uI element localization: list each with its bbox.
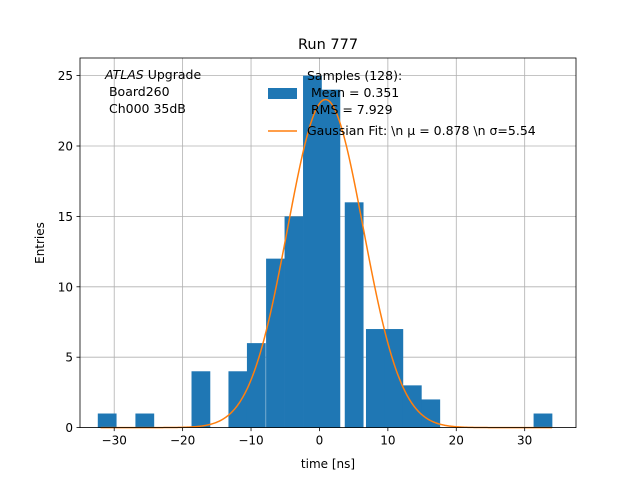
histogram-bar [365, 329, 385, 428]
histogram-bar [321, 89, 341, 428]
atlas-annotation: ATLAS Upgrade Board260 Ch000 35dB [104, 67, 201, 116]
x-tick-label: 30 [517, 434, 532, 448]
legend-samples-line: RMS = 7.929 [307, 102, 393, 117]
histogram-bar [421, 399, 441, 428]
atlas-label-upgrade: Upgrade [144, 67, 202, 82]
legend: Samples (128): Mean = 0.351 RMS = 7.929 … [268, 68, 536, 138]
legend-samples-line: Mean = 0.351 [307, 85, 399, 100]
histogram-bar [303, 75, 322, 428]
histogram-bar [97, 413, 117, 428]
histogram-bar [284, 216, 304, 428]
bars-layer [97, 75, 553, 428]
histogram-bar [266, 258, 285, 428]
y-tick-label: 25 [58, 69, 73, 83]
x-tick-label: 20 [449, 434, 464, 448]
y-tick-label: 5 [65, 351, 73, 365]
histogram-bar [384, 329, 404, 428]
y-tick-label: 15 [58, 210, 73, 224]
atlas-label-line2: Board260 [105, 84, 170, 99]
x-tick-label: −10 [238, 434, 263, 448]
x-tick-label: −20 [170, 434, 195, 448]
y-tick-label: 10 [58, 280, 73, 294]
ticks-layer: −30 −20 −10 0 10 20 30 0 5 10 15 20 25 [58, 69, 533, 448]
y-axis-label: Entries [33, 222, 47, 264]
histogram-bar [246, 343, 266, 428]
legend-label-fit: Gaussian Fit: \n μ = 0.878 \n σ=5.54 [307, 123, 536, 138]
chart-title: Run 777 [298, 37, 358, 53]
histogram-bar [228, 371, 248, 428]
plot-frame [79, 57, 577, 429]
legend-label-samples: Samples (128): Mean = 0.351 RMS = 7.929 [307, 68, 402, 117]
x-tick-label: −30 [102, 434, 127, 448]
histogram-bar [344, 202, 364, 428]
legend-swatch-samples [268, 88, 297, 99]
x-tick-label: 0 [316, 434, 324, 448]
y-tick-label: 0 [65, 421, 73, 435]
histogram-bar [135, 413, 155, 428]
y-tick-label: 20 [58, 140, 73, 154]
x-axis-label: time [ns] [301, 457, 355, 471]
x-tick-label: 10 [380, 434, 395, 448]
atlas-label-italic: ATLAS [104, 67, 144, 82]
histogram-bar [533, 413, 553, 428]
legend-samples-line: Samples (128): [307, 68, 402, 83]
atlas-label-line1: ATLAS Upgrade [104, 67, 201, 82]
histogram-bar [191, 371, 211, 428]
atlas-label-line3: Ch000 35dB [105, 101, 186, 116]
